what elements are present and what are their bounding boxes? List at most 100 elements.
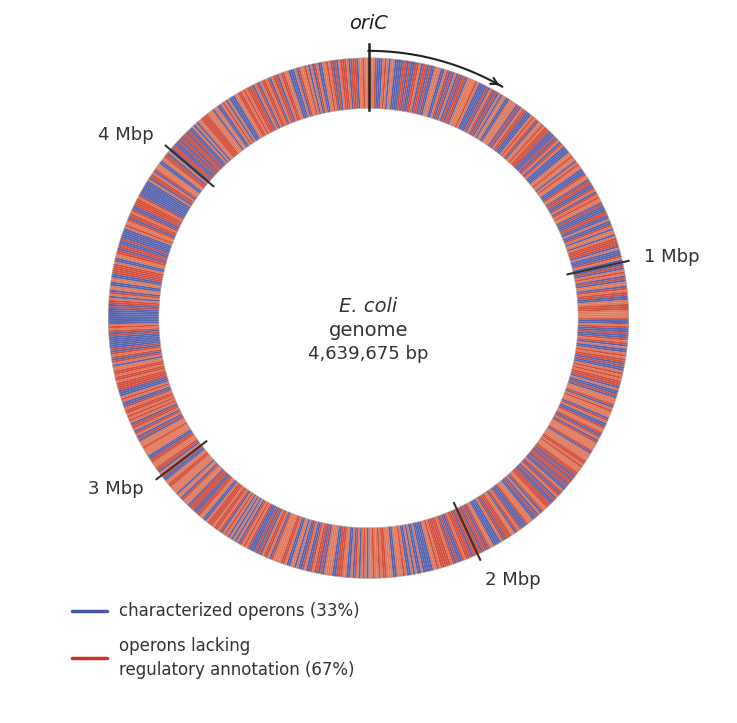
Wedge shape: [320, 62, 331, 112]
Wedge shape: [453, 509, 475, 556]
Wedge shape: [139, 416, 184, 442]
Wedge shape: [354, 528, 359, 578]
Wedge shape: [215, 106, 247, 148]
Wedge shape: [411, 63, 423, 113]
Wedge shape: [565, 389, 613, 408]
Wedge shape: [462, 505, 486, 551]
Wedge shape: [576, 349, 626, 359]
Wedge shape: [551, 191, 596, 217]
Wedge shape: [139, 418, 185, 443]
Wedge shape: [541, 436, 584, 466]
Wedge shape: [186, 468, 223, 505]
Wedge shape: [563, 221, 610, 241]
Wedge shape: [262, 509, 284, 556]
Wedge shape: [115, 365, 164, 379]
Wedge shape: [417, 65, 431, 115]
Wedge shape: [109, 300, 159, 305]
Wedge shape: [435, 72, 453, 120]
Wedge shape: [125, 393, 173, 412]
Wedge shape: [360, 58, 363, 108]
Wedge shape: [558, 406, 605, 429]
Wedge shape: [573, 361, 624, 373]
Wedge shape: [149, 430, 192, 459]
Wedge shape: [413, 523, 425, 573]
Wedge shape: [403, 61, 413, 111]
Wedge shape: [477, 95, 505, 140]
Wedge shape: [534, 445, 576, 478]
Wedge shape: [574, 265, 624, 277]
Wedge shape: [408, 523, 419, 574]
Wedge shape: [461, 505, 485, 552]
Wedge shape: [497, 483, 530, 523]
Wedge shape: [577, 296, 628, 301]
Wedge shape: [447, 512, 468, 560]
Wedge shape: [513, 130, 550, 168]
Wedge shape: [118, 246, 167, 261]
Wedge shape: [553, 194, 598, 220]
Wedge shape: [485, 492, 515, 534]
Wedge shape: [212, 486, 244, 528]
Wedge shape: [157, 440, 199, 471]
Wedge shape: [456, 82, 479, 129]
Wedge shape: [164, 448, 205, 481]
Wedge shape: [574, 356, 624, 367]
Wedge shape: [181, 464, 219, 501]
Wedge shape: [424, 520, 439, 569]
Text: 4 Mbp: 4 Mbp: [98, 127, 153, 145]
Wedge shape: [525, 457, 564, 492]
Wedge shape: [377, 58, 381, 108]
Wedge shape: [170, 453, 209, 487]
Wedge shape: [573, 365, 622, 379]
Wedge shape: [539, 167, 581, 197]
Wedge shape: [119, 239, 169, 257]
Wedge shape: [559, 209, 606, 232]
Wedge shape: [578, 298, 628, 304]
Wedge shape: [219, 104, 249, 147]
Wedge shape: [193, 124, 228, 163]
Wedge shape: [570, 375, 619, 390]
Wedge shape: [111, 346, 161, 355]
Wedge shape: [342, 526, 349, 577]
Wedge shape: [113, 356, 163, 367]
Wedge shape: [370, 58, 373, 108]
Wedge shape: [116, 255, 165, 269]
Wedge shape: [566, 388, 614, 406]
Wedge shape: [560, 213, 607, 235]
Wedge shape: [326, 525, 335, 576]
Wedge shape: [159, 442, 200, 474]
Wedge shape: [290, 69, 307, 118]
Wedge shape: [124, 389, 172, 408]
Wedge shape: [344, 59, 350, 109]
Wedge shape: [578, 328, 629, 333]
Wedge shape: [340, 526, 347, 577]
Wedge shape: [570, 244, 618, 260]
Wedge shape: [520, 139, 558, 174]
Wedge shape: [421, 66, 436, 116]
Wedge shape: [329, 526, 339, 576]
Wedge shape: [108, 304, 159, 308]
Wedge shape: [537, 163, 579, 195]
Wedge shape: [398, 526, 408, 576]
Wedge shape: [383, 527, 389, 578]
Wedge shape: [120, 238, 169, 255]
Wedge shape: [126, 222, 173, 242]
Wedge shape: [298, 520, 313, 569]
Wedge shape: [480, 495, 508, 539]
Wedge shape: [119, 377, 167, 393]
Wedge shape: [573, 362, 623, 375]
Wedge shape: [553, 197, 599, 221]
Wedge shape: [514, 468, 551, 505]
Wedge shape: [139, 194, 184, 220]
Wedge shape: [529, 452, 569, 486]
Wedge shape: [576, 279, 626, 288]
Wedge shape: [116, 370, 166, 385]
Wedge shape: [270, 513, 291, 560]
Wedge shape: [243, 89, 269, 134]
Wedge shape: [326, 61, 335, 111]
Wedge shape: [125, 226, 172, 246]
Wedge shape: [425, 68, 441, 117]
Wedge shape: [109, 331, 159, 336]
Wedge shape: [159, 162, 200, 194]
Wedge shape: [200, 478, 234, 518]
Wedge shape: [108, 323, 159, 326]
